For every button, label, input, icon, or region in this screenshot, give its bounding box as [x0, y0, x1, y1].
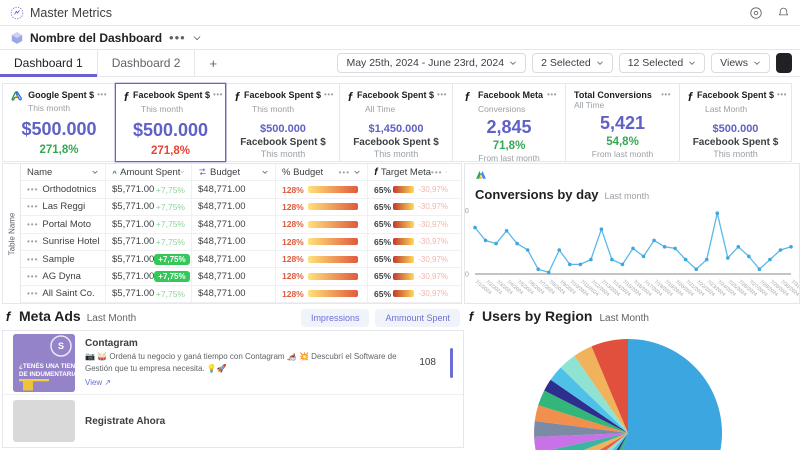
svg-text:DE INDUMENTARIA Y: DE INDUMENTARIA Y — [19, 371, 75, 378]
svg-text:40: 40 — [464, 208, 469, 215]
svg-text:0: 0 — [465, 272, 469, 279]
svg-text:S: S — [58, 341, 64, 351]
svg-text:¿TENÉS UNA TIENDA: ¿TENÉS UNA TIENDA — [19, 361, 75, 370]
